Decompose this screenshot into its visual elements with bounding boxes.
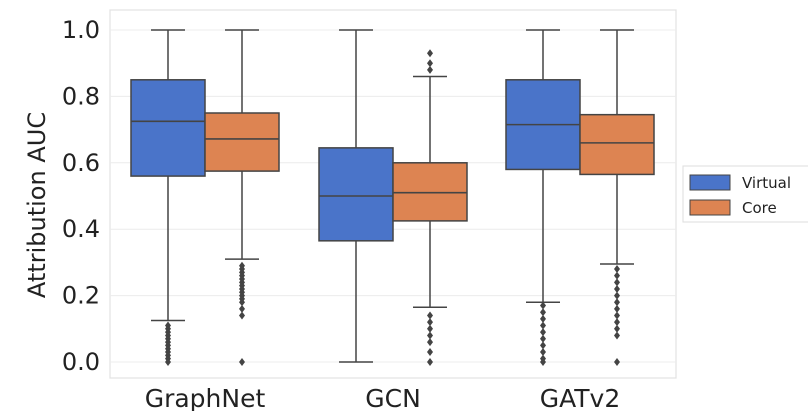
outlier-point	[427, 358, 433, 366]
outlier-point	[427, 311, 433, 320]
y-axis-title: Attribution AUC	[23, 112, 51, 298]
outlier-point	[165, 321, 171, 330]
y-tick-label: 0.2	[62, 282, 100, 310]
outlier-point	[614, 284, 620, 293]
x-tick-label: GraphNet	[145, 384, 266, 411]
box-virtual-gcn	[318, 29, 394, 363]
outlier-point	[239, 311, 245, 320]
box-iqr	[318, 147, 394, 242]
outlier-point	[614, 324, 620, 333]
outlier-point	[540, 348, 546, 357]
box-core-gcn	[392, 49, 468, 366]
x-tick-label: GATv2	[540, 384, 621, 411]
box-iqr	[392, 162, 468, 222]
outlier-point	[614, 278, 620, 287]
outlier-point	[427, 49, 433, 58]
outlier-point	[239, 358, 245, 366]
y-tick-labels: 0.0 0.2 0.4 0.6 0.8 1.0	[62, 16, 100, 376]
outlier-point	[614, 318, 620, 327]
box-core-graphnet	[204, 29, 280, 366]
legend-label-core: Core	[742, 199, 777, 217]
box-virtual-gatv2	[505, 29, 581, 366]
outlier-point	[614, 311, 620, 320]
box-core-gatv2	[579, 29, 655, 366]
legend-swatch-core	[689, 199, 731, 216]
y-tick-label: 0.6	[62, 149, 100, 177]
legend: Virtual Core	[682, 165, 808, 223]
y-tick-label: 1.0	[62, 16, 100, 44]
box-iqr	[130, 79, 206, 177]
legend-label-virtual: Virtual	[742, 174, 791, 192]
outlier-point	[614, 271, 620, 280]
outlier-point	[614, 304, 620, 313]
outlier-point	[427, 324, 433, 333]
y-tick-label: 0.8	[62, 82, 100, 110]
outlier-point	[540, 314, 546, 323]
outlier-point	[540, 328, 546, 337]
outlier-point	[427, 59, 433, 68]
outlier-point	[614, 298, 620, 307]
outlier-point	[540, 301, 546, 310]
outlier-point	[427, 348, 433, 357]
outlier-point	[540, 341, 546, 350]
y-tick-label: 0.4	[62, 215, 100, 243]
x-tick-labels: GraphNet GCN GATv2	[145, 384, 621, 411]
outlier-point	[540, 334, 546, 343]
outlier-point	[427, 338, 433, 347]
box-iqr	[579, 113, 655, 176]
legend-swatch-virtual	[689, 174, 731, 191]
x-tick-label: GCN	[365, 384, 421, 411]
boxes	[130, 29, 655, 366]
outlier-point	[614, 331, 620, 340]
box-iqr	[204, 112, 280, 172]
box-virtual-graphnet	[130, 29, 206, 366]
outlier-point	[239, 261, 245, 270]
outlier-point	[614, 358, 620, 366]
outlier-point	[540, 354, 546, 363]
y-tick-label: 0.0	[62, 348, 100, 376]
outlier-point	[540, 321, 546, 330]
outlier-point	[614, 265, 620, 274]
outlier-point	[427, 65, 433, 74]
outlier-point	[427, 318, 433, 327]
outlier-point	[239, 304, 245, 313]
outlier-point	[614, 291, 620, 300]
outlier-point	[427, 331, 433, 340]
outlier-point	[540, 308, 546, 317]
